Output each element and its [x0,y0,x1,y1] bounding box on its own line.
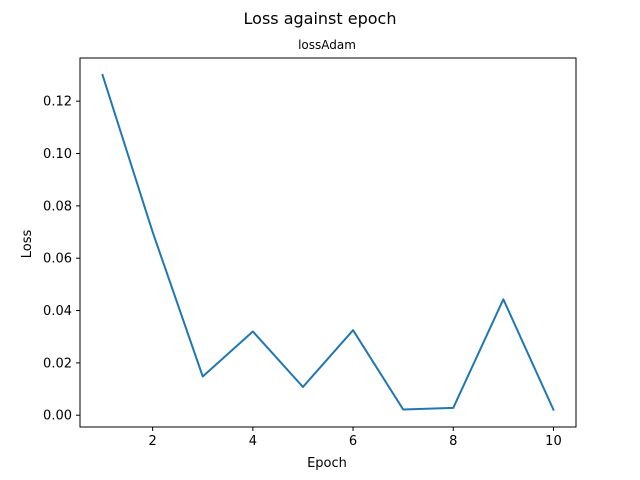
chart-title: lossAdam [298,38,356,52]
y-tick-label: 0.12 [43,95,72,110]
y-tick-label: 0.08 [43,199,72,214]
x-tick-label: 2 [149,434,157,449]
x-axis-label: Epoch [307,456,347,471]
x-tick-label: 8 [449,434,457,449]
plot-area: 2 4 6 8 10 0.00 0.02 0.04 0.06 0.08 0.10 0.12 [43,57,577,449]
y-tick-label: 0.00 [43,409,72,424]
series-line-0 [101,73,555,412]
y-axis-label: Loss [20,230,35,259]
x-tick-label: 10 [545,434,562,449]
x-tick-label: 4 [249,434,257,449]
figure-suptitle: Loss against epoch [244,9,397,28]
y-tick-label: 0.06 [43,252,72,267]
y-tick-label: 0.10 [43,147,72,162]
y-tick-label: 0.04 [43,304,72,319]
axes-frame [79,57,577,428]
y-tick-label: 0.02 [43,356,72,371]
x-tick-label: 6 [349,434,357,449]
